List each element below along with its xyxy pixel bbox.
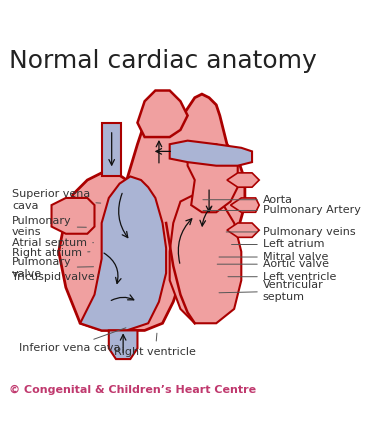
Polygon shape bbox=[80, 177, 166, 330]
Text: Tricuspid valve: Tricuspid valve bbox=[12, 272, 98, 282]
Text: Aorta: Aorta bbox=[203, 195, 293, 205]
Text: Left atrium: Left atrium bbox=[231, 240, 324, 249]
FancyBboxPatch shape bbox=[102, 123, 121, 177]
Polygon shape bbox=[231, 198, 259, 212]
Polygon shape bbox=[188, 144, 238, 212]
Text: Pulmonary
valve: Pulmonary valve bbox=[12, 257, 93, 279]
Polygon shape bbox=[109, 330, 138, 359]
Text: Ventricular
septum: Ventricular septum bbox=[219, 280, 323, 302]
Polygon shape bbox=[138, 91, 188, 137]
Text: Left ventricle: Left ventricle bbox=[228, 272, 336, 282]
Text: Right ventricle: Right ventricle bbox=[114, 333, 196, 356]
Text: Right atrium: Right atrium bbox=[12, 248, 90, 258]
Text: Superior vena
cava: Superior vena cava bbox=[12, 189, 101, 211]
Polygon shape bbox=[170, 194, 241, 323]
Polygon shape bbox=[59, 94, 245, 330]
Text: Mitral valve: Mitral valve bbox=[219, 252, 328, 262]
Text: Pulmonary
veins: Pulmonary veins bbox=[12, 216, 86, 237]
Polygon shape bbox=[227, 223, 259, 237]
Polygon shape bbox=[170, 140, 252, 166]
Polygon shape bbox=[52, 198, 95, 234]
Text: Normal cardiac anatomy: Normal cardiac anatomy bbox=[9, 49, 316, 73]
Text: © Congenital & Children’s Heart Centre: © Congenital & Children’s Heart Centre bbox=[9, 385, 256, 395]
Text: Inferior vena cava: Inferior vena cava bbox=[19, 328, 126, 353]
Text: Aortic valve: Aortic valve bbox=[217, 259, 329, 269]
Text: Pulmonary Artery: Pulmonary Artery bbox=[203, 206, 361, 215]
Polygon shape bbox=[227, 173, 259, 187]
Text: Pulmonary veins: Pulmonary veins bbox=[226, 227, 355, 237]
Text: Atrial septum: Atrial septum bbox=[12, 238, 93, 248]
